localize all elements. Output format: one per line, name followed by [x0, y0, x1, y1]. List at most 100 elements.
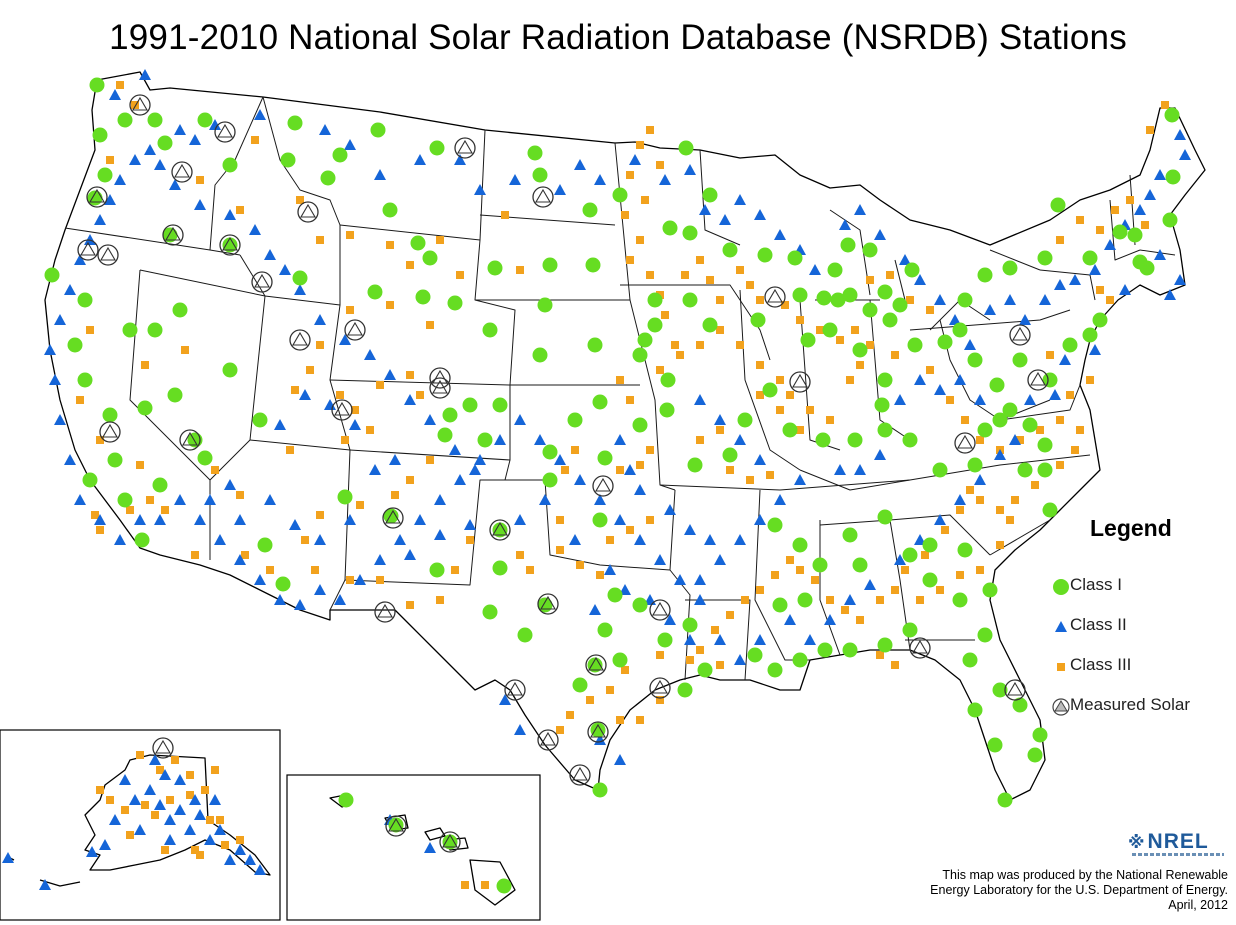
class-iii-station [481, 881, 489, 889]
class-ii-station [839, 219, 851, 230]
class-iii-station [736, 266, 744, 274]
class-i-station [442, 407, 458, 423]
measured-solar-triangle [217, 123, 233, 138]
class-iii-station [706, 276, 714, 284]
measured-solar-ring [954, 432, 976, 454]
class-i-station [77, 372, 93, 388]
measured-solar-triangle [912, 639, 928, 654]
measured-solar-triangle [652, 601, 668, 616]
class-i-station [877, 637, 893, 653]
class-iii-station [426, 321, 434, 329]
class-iii-station [726, 611, 734, 619]
measured-solar-ring [909, 637, 931, 659]
legend-item-class-i: Class I [1052, 566, 1232, 606]
class-iii-station [336, 391, 344, 399]
measured-solar-triangle [1007, 681, 1023, 696]
class-i-station [904, 262, 920, 278]
class-iii-station [856, 616, 864, 624]
class-iii-station [616, 716, 624, 724]
measured-solar-ring [1027, 369, 1049, 391]
class-ii-station [194, 514, 206, 525]
measured-solar-ring [537, 593, 559, 615]
measured-solar-triangle [595, 477, 611, 492]
class-i-station [102, 407, 118, 423]
class-iii-station [726, 466, 734, 474]
class-i-station [812, 557, 828, 573]
class-i-station [952, 592, 968, 608]
class-iii-station [96, 786, 104, 794]
measured-solar-ring [97, 244, 119, 266]
class-i-station [862, 302, 878, 318]
class-iii-station [116, 81, 124, 89]
class-iii-station [1106, 296, 1114, 304]
class-ii-station [449, 444, 461, 455]
class-iii-station [956, 506, 964, 514]
class-iii-station [191, 846, 199, 854]
class-ii-station [174, 774, 186, 785]
class-ii-station [494, 434, 506, 445]
class-iii-station [151, 811, 159, 819]
class-iii-station [1096, 286, 1104, 294]
class-iii-station [1096, 226, 1104, 234]
class-i-station [847, 432, 863, 448]
class-ii-station [114, 534, 126, 545]
class-ii-station [1039, 294, 1051, 305]
class-ii-station [514, 724, 526, 735]
class-iii-station [656, 696, 664, 704]
class-iii-station [926, 366, 934, 374]
class-ii-station [64, 454, 76, 465]
class-iii-station [856, 361, 864, 369]
class-i-station [1050, 197, 1066, 213]
class-ii-station [874, 229, 886, 240]
class-iii-station [316, 341, 324, 349]
class-iii-station [676, 351, 684, 359]
class-iii-station [141, 801, 149, 809]
class-ii-station [714, 634, 726, 645]
class-iii-station [1071, 446, 1079, 454]
class-i-station [1037, 250, 1053, 266]
class-iii-station [781, 301, 789, 309]
class-i-station [992, 682, 1008, 698]
class-iii-station [461, 881, 469, 889]
class-i-station [787, 250, 803, 266]
class-iii-station [311, 566, 319, 574]
class-iii-station [386, 301, 394, 309]
class-iii-station [796, 426, 804, 434]
class-ii-station [314, 534, 326, 545]
class-i-station [967, 702, 983, 718]
class-i-station [590, 722, 606, 738]
class-ii-station [624, 464, 636, 475]
class-ii-station [414, 154, 426, 165]
class-ii-station [94, 514, 106, 525]
class-i-station [292, 270, 308, 286]
class-ii-station [184, 824, 196, 835]
class-ii-station [499, 694, 511, 705]
class-i-station [1042, 372, 1058, 388]
class-iii-station [211, 766, 219, 774]
class-i-station [97, 167, 113, 183]
class-ii-station [114, 174, 126, 185]
class-iii-station [566, 711, 574, 719]
class-ii-station [754, 454, 766, 465]
class-i-station [257, 537, 273, 553]
class-iii-station [221, 841, 229, 849]
class-ii-station [254, 864, 266, 875]
class-ii-station [99, 839, 111, 850]
class-iii-station [626, 526, 634, 534]
measured-solar-triangle [388, 817, 404, 832]
class-iii-station [636, 716, 644, 724]
class-ii-station [534, 434, 546, 445]
class-i-station [542, 444, 558, 460]
measured-solar-ring [789, 371, 811, 393]
class-i-station [997, 792, 1013, 808]
class-iii-station [716, 296, 724, 304]
class-i-station [702, 187, 718, 203]
class-ii-station [984, 304, 996, 315]
measured-solar-triangle [957, 434, 973, 449]
class-i-station [1032, 727, 1048, 743]
class-i-station [410, 235, 426, 251]
class-iii-station [786, 556, 794, 564]
class-iii-station [776, 376, 784, 384]
class-ii-station [934, 384, 946, 395]
class-iii-station [136, 461, 144, 469]
